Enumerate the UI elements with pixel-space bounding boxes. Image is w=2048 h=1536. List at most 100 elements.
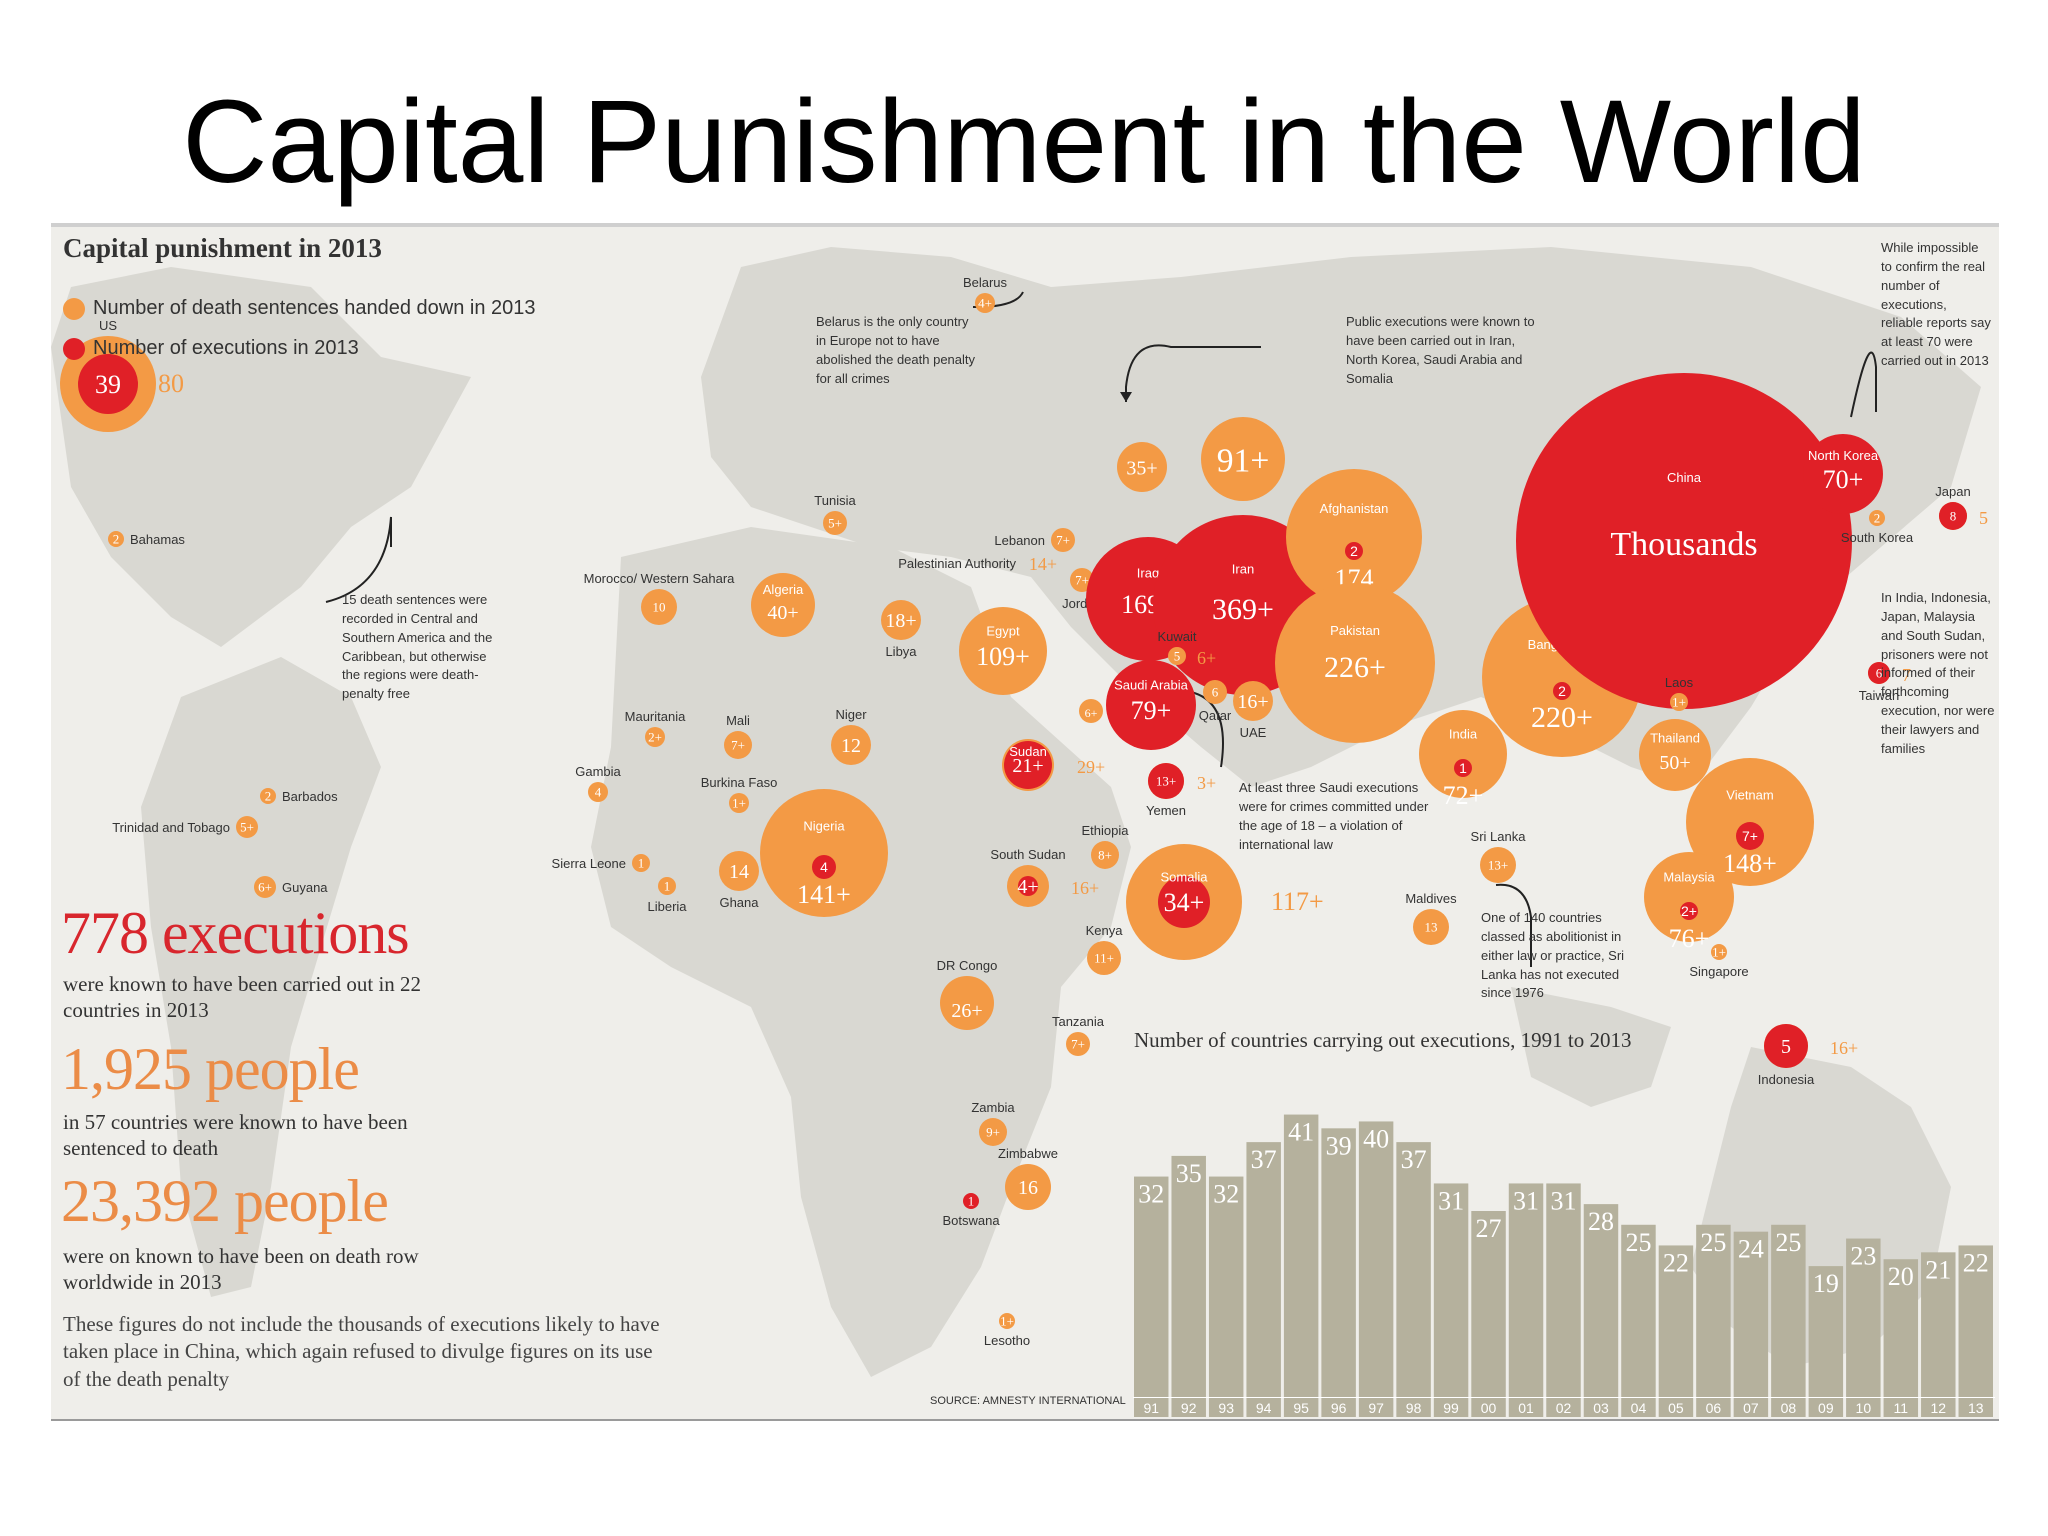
bar-04 [1621, 1224, 1656, 1417]
country-liberia: 1 Liberia [647, 877, 687, 914]
bubble [1275, 583, 1435, 743]
value: 7+ [731, 738, 745, 753]
country-us: 39 80 US [60, 318, 184, 432]
country-name: Egypt [986, 624, 1020, 639]
bar-value: 22 [1663, 1248, 1689, 1277]
legend-sentences-label: Number of death sentences handed down in… [93, 297, 536, 319]
bar-year-label: 98 [1406, 1400, 1422, 1416]
country-name: Yemen [1146, 803, 1186, 818]
saudi-annotation: At least three Saudi executions were for… [1239, 780, 1429, 852]
bubble [1286, 469, 1422, 605]
sentenced-stat: 1,925 people [61, 1036, 360, 1102]
country-guyana: 6+ Guyana [254, 876, 328, 898]
bar-year-label: 12 [1930, 1400, 1946, 1416]
bar-year-label: 96 [1331, 1400, 1347, 1416]
country-trinidad-and-tobago: 5+ Trinidad and Tobago [112, 816, 258, 838]
bar-value: 40 [1363, 1124, 1389, 1153]
value: 14 [729, 861, 749, 883]
bar-year-label: 09 [1818, 1400, 1834, 1416]
country-china: Thousands China [1516, 373, 1852, 709]
country-nigeria: 4 141+ Nigeria [760, 789, 888, 917]
country-sri-lanka: 13+ Sri Lanka [1471, 829, 1526, 883]
value: 4+ [978, 296, 992, 311]
value: 2 [265, 789, 272, 804]
bubble [1869, 510, 1885, 526]
bar-00 [1471, 1211, 1506, 1417]
country-india: 1 72+ India [1419, 710, 1507, 810]
value: 5+ [828, 516, 842, 531]
executions-stat-text: were known to have been carried out in 2… [63, 972, 422, 1023]
bar-92 [1171, 1155, 1206, 1417]
bar-11 [1883, 1259, 1919, 1417]
value: 34+ [1164, 888, 1205, 917]
country-name: Trinidad and Tobago [112, 820, 230, 835]
value: 72+ [1443, 781, 1484, 810]
bar-07 [1733, 1231, 1769, 1417]
value: 6 [1212, 685, 1219, 700]
sentenced-stat-text: in 57 countries were known to have been … [63, 1110, 408, 1161]
value: Thousands [1610, 526, 1757, 563]
country-name: Malaysia [1663, 869, 1715, 884]
country-barbados: 2 Barbados [260, 788, 338, 804]
bubble [1639, 719, 1711, 791]
bar-value: 22 [1963, 1248, 1989, 1277]
country-name: Botswana [942, 1213, 1000, 1228]
bubble [1803, 434, 1883, 514]
value: 1+ [732, 796, 746, 811]
value: 13+ [1156, 774, 1176, 789]
country-ethiopia: 8+ Ethiopia [1082, 823, 1129, 869]
executions-bubble [1764, 1024, 1808, 1068]
bubble [254, 876, 276, 898]
bubble [959, 607, 1047, 695]
bubble [823, 511, 847, 535]
bar-10 [1846, 1238, 1881, 1417]
bar-year-label: 01 [1518, 1400, 1534, 1416]
country-bubbles: 39 80 US 2 Bahamas 2 Barbados 5+ Trinidad and To… [60, 275, 1988, 1348]
value: 1+ [1672, 695, 1686, 710]
sentences-value: 6+ [1085, 706, 1098, 720]
country-name: Niger [835, 707, 867, 722]
bar-96 [1321, 1128, 1356, 1417]
country-name: Vietnam [1726, 788, 1773, 803]
bubble [999, 1313, 1015, 1329]
country-niger: 12 Niger [831, 707, 871, 765]
bubble [1051, 528, 1075, 552]
country-name: Indonesia [1758, 1072, 1815, 1087]
country-zimbabwe: 16 Zimbabwe [998, 1146, 1058, 1210]
legend-executions-label: Number of executions in 2013 [93, 337, 359, 359]
value: 1 [664, 879, 671, 894]
bar-value: 32 [1138, 1180, 1164, 1209]
country-name: Ghana [719, 895, 759, 910]
value: 9+ [986, 1125, 1000, 1140]
country-name: Afghanistan [1320, 501, 1389, 516]
bubble [1087, 941, 1121, 975]
bubble [1670, 693, 1688, 711]
country-mali: 7+ Mali [724, 713, 752, 759]
bubble [975, 293, 995, 313]
executions-bubble [1736, 822, 1764, 850]
sentences-value: 16+ [1830, 1038, 1858, 1058]
bar-value: 21 [1925, 1255, 1951, 1284]
executions-value: 2 [1558, 683, 1566, 699]
country-name: Kuwait [1157, 629, 1196, 644]
country-name: DR Congo [937, 958, 998, 973]
value: 12 [841, 735, 861, 757]
country-morocco-western-sahara: 10 Morocco/ Western Sahara [584, 571, 735, 625]
bar-year-label: 92 [1181, 1400, 1197, 1416]
bubble [1419, 710, 1507, 798]
country-north-korea: 70+ North Korea [1803, 434, 1883, 514]
bubble [1516, 373, 1852, 709]
country-kuwait: 5 6+Kuwait [1157, 629, 1216, 668]
country-name: Zimbabwe [998, 1146, 1058, 1161]
bar-value: 24 [1738, 1235, 1764, 1264]
country-palestinian-authority: Palestinian Authority 14+ [898, 554, 1057, 574]
executions-stat: 778 executions [61, 900, 410, 966]
panel-heading: Capital punishment in 2013 [63, 233, 382, 263]
country-name: Saudi Arabia [1114, 677, 1188, 692]
country-name: South Sudan [990, 847, 1065, 862]
country-name: Bahamas [130, 532, 185, 547]
bubble [1005, 1164, 1051, 1210]
sentences-value: 5 [1979, 508, 1988, 528]
bubble [881, 600, 921, 640]
country-name: India [1449, 727, 1478, 742]
